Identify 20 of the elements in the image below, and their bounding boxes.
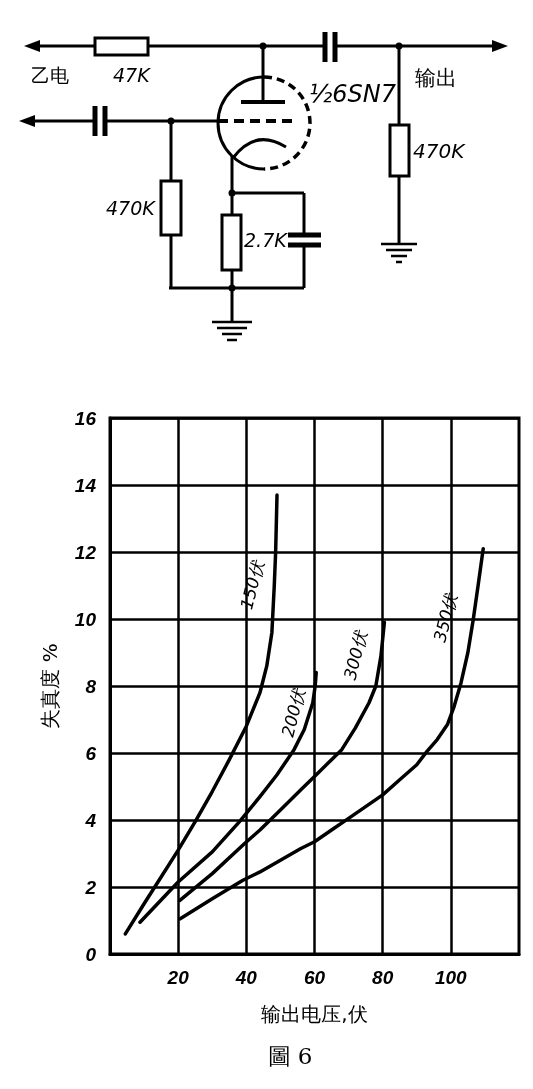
- y-tick-label: 16: [74, 407, 97, 429]
- text: 300伏: [339, 627, 372, 682]
- y-tick-label: 2: [84, 876, 97, 898]
- caption: 圖 6: [267, 1043, 313, 1069]
- y-tick-label: 12: [74, 541, 97, 563]
- y-axis-title: 失真度 %: [38, 643, 62, 729]
- x-axis-title: 输出电压,伏: [261, 1002, 368, 1026]
- x-tick-label: 80: [372, 967, 394, 988]
- y-tick-label: 14: [74, 474, 97, 496]
- x-tick-label: 100: [434, 967, 468, 988]
- x-tick-label: 60: [303, 967, 326, 988]
- y-tick-label: 8: [85, 675, 97, 697]
- text: 200伏: [277, 684, 310, 739]
- y-tick-label: 4: [84, 809, 97, 831]
- y-tick-label: 0: [85, 943, 97, 965]
- x-tick-label: 20: [166, 967, 190, 988]
- text: 150伏: [236, 556, 269, 612]
- y-tick-label: 6: [85, 742, 97, 764]
- y-tick-label: 10: [74, 608, 97, 630]
- x-tick-label: 40: [234, 967, 258, 988]
